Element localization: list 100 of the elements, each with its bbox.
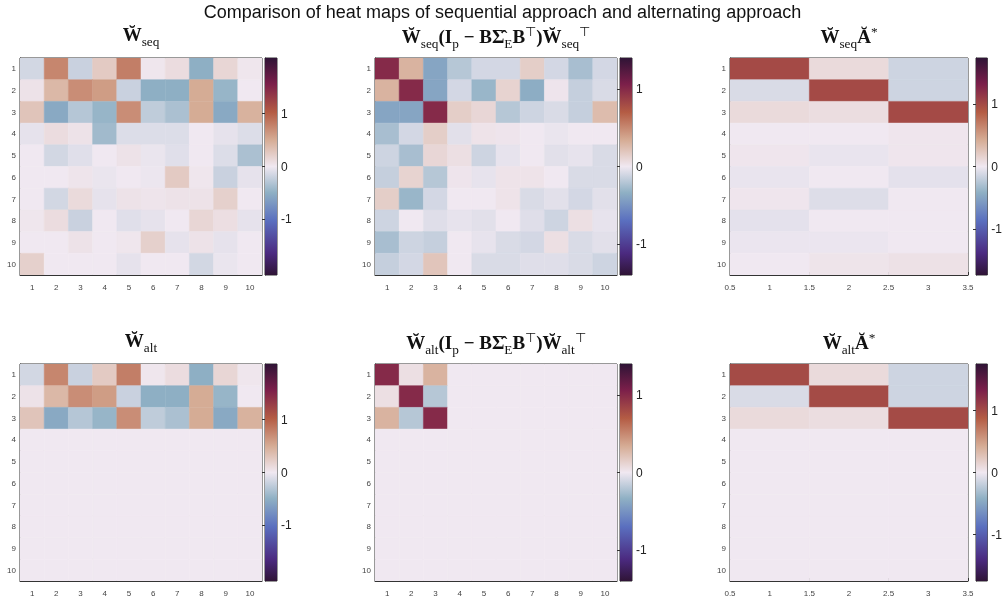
- chart-title: W̆$_{alt}$Ă$^{*}$: [821, 330, 877, 359]
- x-tick-label: 2: [54, 282, 60, 292]
- y-tick-label: 4: [721, 129, 727, 139]
- y-tick-label: 3: [366, 413, 372, 423]
- x-tick-label: 5: [126, 282, 132, 292]
- x-tick-label: 10: [245, 588, 255, 596]
- x-tick-label: 1.5: [803, 588, 816, 596]
- y-tick-label: 7: [721, 500, 727, 510]
- x-tick-label: 7: [530, 588, 536, 596]
- y-tick-label: 4: [11, 435, 17, 445]
- x-tick-label: 1.5: [803, 282, 816, 292]
- text: Comparison of heat maps of sequential approach and alternating approach: [202, 2, 803, 23]
- x-tick-label: 7: [175, 282, 181, 292]
- chart-title: W̆$_{alt}$: [123, 330, 159, 356]
- x-tick-label: 0.5: [724, 282, 737, 292]
- y-tick-label: 3: [366, 107, 372, 117]
- y-tick-label: 1: [721, 64, 727, 74]
- x-tick-label: 6: [150, 282, 156, 292]
- color-bar-label: 0: [636, 159, 643, 174]
- x-tick-label: 9: [223, 282, 229, 292]
- y-tick-label: 5: [366, 457, 372, 467]
- x-tick-label: 8: [199, 282, 205, 292]
- x-tick-label: 1: [29, 282, 35, 292]
- y-tick-label: 1: [366, 370, 372, 380]
- y-tick-label: 10: [717, 565, 727, 575]
- x-tick-label: 2: [409, 282, 415, 292]
- y-tick-label: 4: [366, 435, 372, 445]
- y-tick-label: 6: [11, 172, 17, 182]
- y-tick-label: 2: [721, 86, 727, 96]
- y-tick-label: 1: [366, 64, 372, 74]
- x-tick-label: 2.5: [883, 588, 895, 596]
- x-tick-label: 4: [102, 282, 108, 292]
- x-tick-label: 5: [481, 282, 487, 292]
- x-tick-label: 1: [767, 588, 773, 596]
- x-tick-label: 6: [150, 588, 156, 596]
- y-tick-label: 2: [11, 392, 17, 402]
- y-tick-label: 1: [721, 370, 727, 380]
- x-tick-label: 9: [223, 588, 229, 596]
- x-tick-label: 3: [433, 282, 439, 292]
- y-tick-label: 8: [11, 522, 17, 532]
- color-bar-label: 0: [281, 159, 288, 174]
- color-bar-label: -1: [281, 212, 292, 227]
- y-tick-label: 5: [11, 457, 17, 467]
- color-bar-label: 0: [991, 465, 999, 480]
- y-tick-label: 10: [362, 565, 372, 575]
- y-tick-label: 4: [366, 129, 372, 139]
- x-tick-label: 6: [505, 588, 511, 596]
- y-tick-label: 9: [366, 237, 372, 247]
- y-tick-label: 8: [366, 522, 372, 532]
- x-tick-label: 10: [600, 588, 610, 596]
- x-tick-label: 3: [926, 282, 932, 292]
- y-tick-label: 5: [11, 151, 17, 161]
- chart-subtitle: W̆$_{seq}$: [121, 24, 161, 50]
- x-tick-label: 8: [554, 282, 560, 292]
- color-bar-label: 1: [991, 97, 999, 112]
- y-tick-label: 8: [721, 522, 727, 532]
- x-tick-label: 5: [126, 588, 132, 596]
- x-tick-label: 10: [600, 282, 610, 292]
- x-tick-label: 1: [29, 588, 35, 596]
- color-bar-label: 1: [281, 106, 288, 121]
- y-tick-label: 3: [11, 107, 17, 117]
- x-tick-label: 6: [505, 282, 511, 292]
- y-tick-label: 9: [721, 237, 727, 247]
- y-tick-label: 9: [11, 543, 17, 553]
- x-tick-label: 2: [54, 588, 60, 596]
- y-tick-label: 6: [11, 478, 17, 488]
- y-tick-label: 2: [721, 392, 727, 402]
- y-tick-label: 6: [366, 478, 372, 488]
- y-tick-label: 5: [721, 457, 727, 467]
- x-tick-label: 3: [926, 588, 932, 596]
- x-tick-label: 4: [102, 588, 108, 596]
- y-tick-label: 7: [11, 500, 17, 510]
- color-bar-label: -1: [636, 237, 647, 251]
- y-tick-label: 9: [721, 543, 727, 553]
- y-tick-label: 4: [721, 435, 727, 445]
- y-tick-label: 3: [721, 413, 727, 423]
- chart-title: W̆$_{seq}$Ă$^{*}$: [819, 24, 879, 53]
- x-tick-label: 2: [846, 282, 852, 292]
- y-tick-label: 2: [11, 86, 17, 96]
- y-tick-label: 8: [721, 216, 727, 226]
- x-tick-label: 9: [578, 282, 584, 292]
- x-tick-label: 3: [78, 282, 84, 292]
- x-tick-label: 1: [384, 588, 390, 596]
- color-bar-label: 0: [636, 465, 643, 480]
- x-tick-label: 10: [245, 282, 255, 292]
- color-bar-label: 0: [281, 465, 288, 480]
- x-tick-label: 7: [175, 588, 181, 596]
- x-tick-label: 8: [199, 588, 205, 596]
- color-bar-label: -1: [281, 518, 292, 533]
- y-tick-label: 10: [362, 259, 372, 269]
- y-tick-label: 6: [721, 478, 727, 488]
- x-tick-label: 2: [846, 588, 852, 596]
- y-tick-label: 8: [11, 216, 17, 226]
- x-tick-label: 3: [433, 588, 439, 596]
- y-tick-label: 4: [11, 129, 17, 139]
- y-tick-label: 1: [11, 370, 17, 380]
- x-tick-label: 3.5: [962, 588, 975, 596]
- y-tick-label: 7: [11, 194, 17, 204]
- x-tick-label: 4: [457, 282, 463, 292]
- x-tick-label: 1: [767, 282, 773, 292]
